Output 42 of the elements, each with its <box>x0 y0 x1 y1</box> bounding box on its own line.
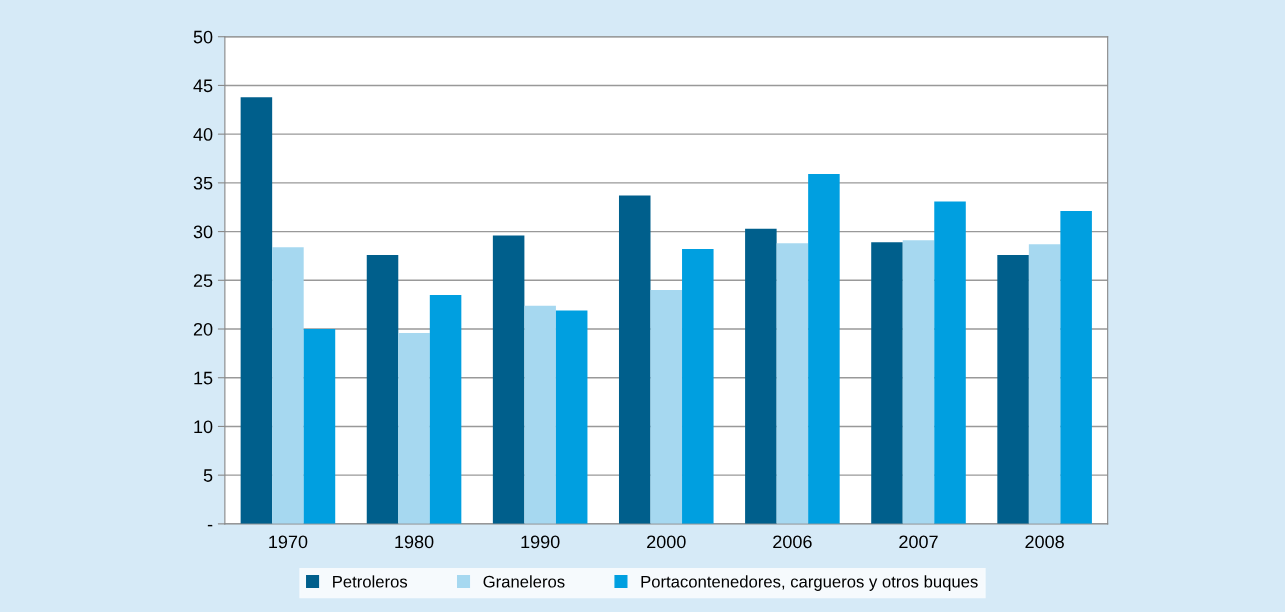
bar <box>492 235 525 524</box>
y-tick-label: 25 <box>193 274 213 288</box>
bar <box>650 290 683 524</box>
bar <box>429 294 462 524</box>
bar <box>240 97 273 524</box>
bar <box>618 195 651 524</box>
y-tick-label: 35 <box>193 176 213 190</box>
y-tick-label: 10 <box>194 420 213 434</box>
bar <box>997 254 1029 524</box>
y-tick-label: 50 <box>193 30 213 44</box>
bar <box>902 240 935 524</box>
bar <box>808 174 840 524</box>
x-tick-label: 2007 <box>899 535 938 549</box>
bar <box>524 305 556 524</box>
x-tick-label: 2006 <box>773 535 812 549</box>
bar <box>871 242 903 524</box>
bar <box>272 247 304 524</box>
legend-label: Petroleros <box>333 575 408 588</box>
bar <box>1028 244 1061 524</box>
x-tick-label: 2000 <box>647 535 686 549</box>
legend-label: Graneleros <box>483 575 565 588</box>
x-tick-label: 1990 <box>521 535 560 549</box>
y-tick-label: 15 <box>194 371 213 385</box>
bar <box>934 201 966 524</box>
y-tick-label: 30 <box>193 225 213 239</box>
bar <box>303 329 336 524</box>
y-tick-label: 5 <box>203 469 213 482</box>
bar <box>745 228 777 524</box>
legend-label: Portacontenedores, cargueros y otros buques <box>641 575 978 591</box>
bar <box>366 254 399 524</box>
x-tick-label: 2008 <box>1025 535 1064 549</box>
bar <box>398 332 430 524</box>
y-tick-label: 20 <box>193 322 213 336</box>
bar <box>776 243 809 524</box>
bar <box>682 249 714 524</box>
x-tick-label: 1970 <box>269 535 308 549</box>
bar <box>555 310 588 524</box>
y-tick-label: - <box>207 524 213 527</box>
bar <box>1060 211 1092 524</box>
y-tick-label: 45 <box>193 79 213 93</box>
x-tick-label: 1980 <box>395 535 434 549</box>
y-tick-label: 40 <box>193 128 213 141</box>
